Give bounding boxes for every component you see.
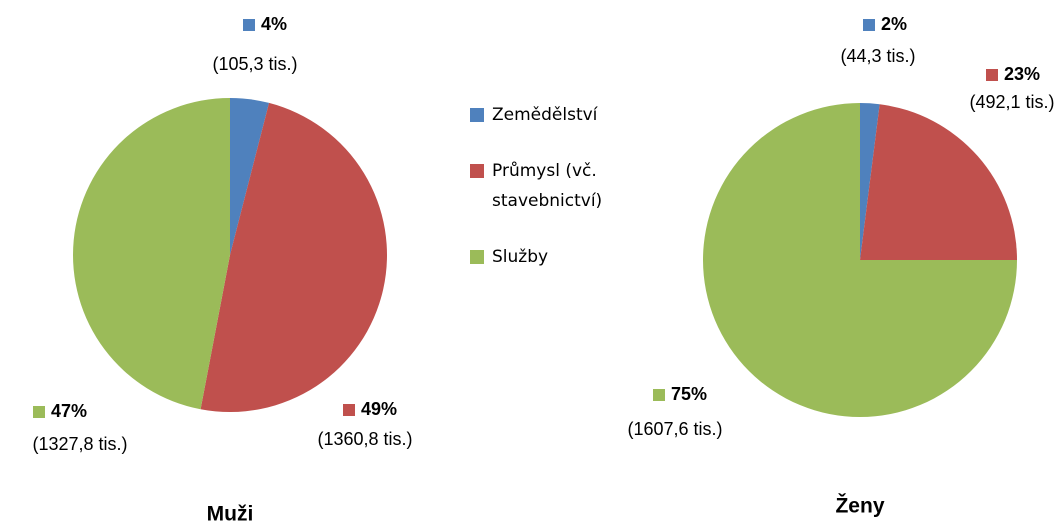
value-label: 4% xyxy=(261,14,287,34)
legend-item: Služby xyxy=(470,242,640,272)
value-label: 49% xyxy=(361,399,397,419)
legend-item: Průmysl (vč. stavebnictví) xyxy=(470,156,640,216)
value-label: 47% xyxy=(51,401,87,421)
chart-title: Ženy xyxy=(835,494,884,518)
detail-label: (44,3 tis.) xyxy=(840,46,915,66)
pie-slice xyxy=(200,102,388,413)
legend-label: Zemědělství xyxy=(492,105,598,125)
detail-label: (105,3 tis.) xyxy=(212,54,297,74)
legend-swatch xyxy=(470,164,484,178)
legend: Zemědělství Průmysl (vč. stavebnictví) Slu… xyxy=(470,100,640,298)
pie-slice xyxy=(230,98,270,255)
legend-swatch xyxy=(470,108,484,122)
pie-slice xyxy=(703,103,1017,417)
detail-label: (1607,6 tis.) xyxy=(627,419,722,439)
chart-title: Muži xyxy=(207,503,254,525)
detail-label: (1360,8 tis.) xyxy=(317,429,412,449)
legend-label: Služby xyxy=(492,247,549,267)
value-label: 2% xyxy=(881,14,907,34)
legend-item: Zemědělství xyxy=(470,100,640,130)
label-swatch xyxy=(243,19,255,31)
label-swatch xyxy=(33,406,45,418)
label-swatch xyxy=(986,69,998,81)
detail-label: (1327,8 tis.) xyxy=(32,434,127,454)
label-swatch xyxy=(343,404,355,416)
pie-slice xyxy=(72,98,230,410)
detail-label: (492,1 tis.) xyxy=(969,92,1054,112)
value-label: 23% xyxy=(1004,64,1040,84)
label-swatch xyxy=(863,19,875,31)
pie-slice xyxy=(860,104,1017,260)
legend-label: Průmysl (vč. stavebnictví) xyxy=(492,161,603,211)
pie-slice xyxy=(860,103,880,260)
value-label: 75% xyxy=(671,384,707,404)
label-swatch xyxy=(653,389,665,401)
legend-swatch xyxy=(470,250,484,264)
